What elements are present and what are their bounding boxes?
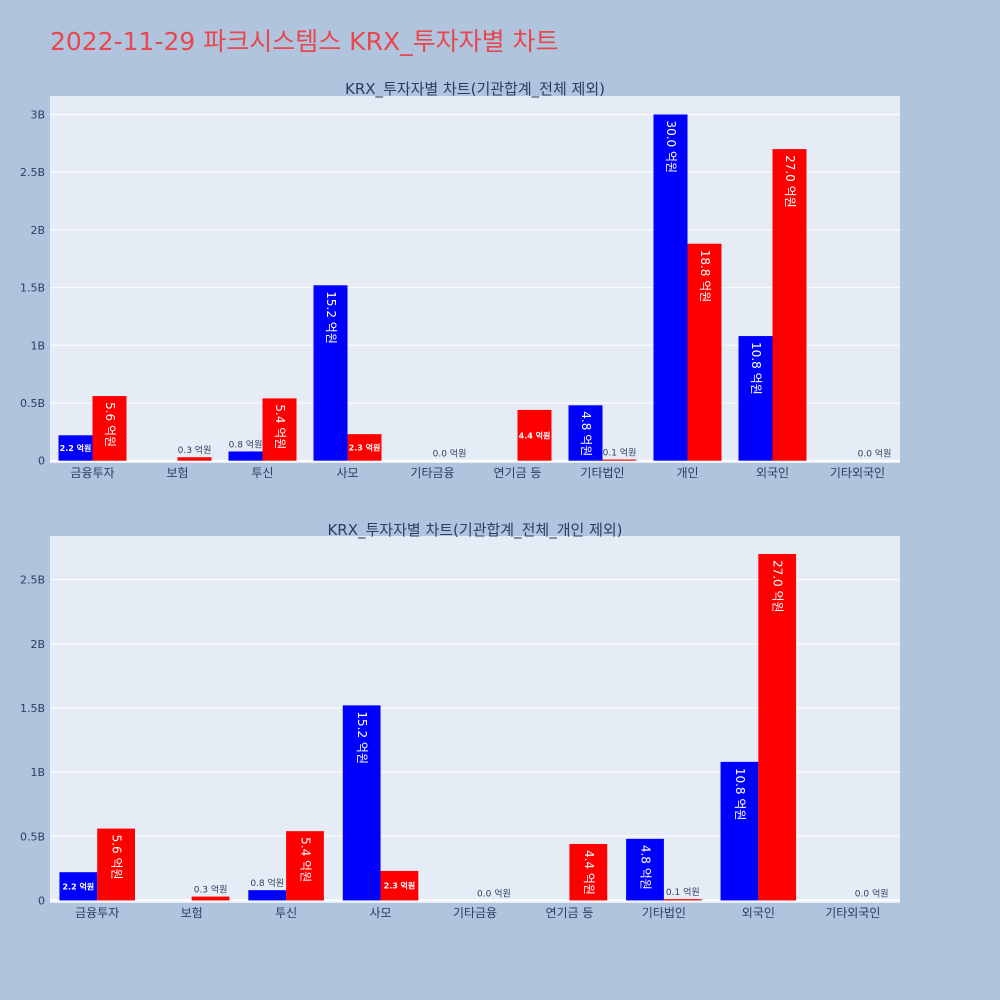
sell-bar xyxy=(347,434,382,461)
data-label: 27.0 억원 xyxy=(783,155,797,208)
y-tick-label: 0 xyxy=(38,455,45,468)
x-tick-label: 보험 xyxy=(166,466,188,480)
sell-bar xyxy=(92,396,127,461)
y-tick-label: 2B xyxy=(30,638,45,651)
data-label: 4.8 억원 xyxy=(579,411,593,456)
x-tick-label: 외국인 xyxy=(742,906,775,920)
data-label: 0.0 억원 xyxy=(858,448,892,460)
buy-bar xyxy=(228,451,263,461)
buy-bar xyxy=(58,435,93,461)
data-label: 4.4 억원 xyxy=(519,430,551,440)
x-tick-label: 금융투자 xyxy=(70,466,114,480)
chart-top: 0 0.5B 1B 1.5B 2B 2.5B 3B KRX_투자자별 차트(기관합계_전체 제… xyxy=(20,80,900,480)
data-label: 5.6 억원 xyxy=(110,835,124,880)
data-label: 0.0 억원 xyxy=(433,448,467,460)
data-label: 0.1 억원 xyxy=(666,886,700,898)
y-tick-label: 2B xyxy=(30,224,45,237)
data-label: 5.4 억원 xyxy=(273,404,287,449)
y-tick-label: 1B xyxy=(30,766,45,779)
data-label: 30.0 억원 xyxy=(664,120,678,173)
buy-bar xyxy=(626,838,664,901)
data-label: 2.3 억원 xyxy=(384,881,416,891)
x-tick-label: 기타금융 xyxy=(410,466,454,480)
buy-bar xyxy=(653,114,688,461)
x-tick-label: 기타외국인 xyxy=(825,906,880,920)
x-tick-label: 연기금 등 xyxy=(494,466,542,480)
sell-bar xyxy=(687,243,722,461)
data-label: 0.0 억원 xyxy=(855,887,889,899)
sell-bar xyxy=(286,831,324,901)
data-label: 18.8 억원 xyxy=(698,250,712,303)
sell-bar xyxy=(569,843,608,901)
y-tick-label: 2.5B xyxy=(20,574,45,587)
y-tick-label: 1B xyxy=(30,339,45,352)
y-tick-label: 0.5B xyxy=(20,397,45,410)
x-tick-label: 기타법인 xyxy=(642,906,686,920)
data-label: 27.0 억원 xyxy=(771,560,785,613)
y-tick-label: 1.5B xyxy=(20,702,45,715)
sell-bar xyxy=(663,899,702,901)
sell-bar xyxy=(772,149,807,461)
buy-bar xyxy=(342,705,381,901)
buy-bar xyxy=(248,890,287,901)
sell-bar xyxy=(262,398,297,461)
chart-title: KRX_투자자별 차트(기관합계_전체 제외) xyxy=(345,80,605,99)
buy-bar xyxy=(59,872,98,901)
data-label: 10.8 억원 xyxy=(733,768,747,821)
data-label: 0.3 억원 xyxy=(194,884,228,896)
sell-bar xyxy=(758,553,797,901)
x-tick-label: 기타외국인 xyxy=(830,466,885,480)
page-title: 2022-11-29 파크시스템스 KRX_투자자별 차트 xyxy=(50,27,559,56)
buy-bar xyxy=(738,336,773,461)
sell-bar xyxy=(177,457,212,461)
x-tick-label: 금융투자 xyxy=(75,906,119,920)
data-label: 2.2 억원 xyxy=(60,443,92,453)
x-tick-label: 기타금융 xyxy=(453,906,497,920)
data-label: 10.8 억원 xyxy=(749,342,763,395)
x-tick-label: 사모 xyxy=(370,906,392,920)
data-label: 4.4 억원 xyxy=(582,850,596,895)
data-label: 15.2 억원 xyxy=(355,711,369,764)
buy-bar xyxy=(313,285,348,461)
x-tick-label: 투신 xyxy=(275,906,297,920)
data-label: 2.2 억원 xyxy=(62,881,94,891)
data-label: 0.3 억원 xyxy=(178,444,212,456)
data-label: 5.6 억원 xyxy=(103,402,117,447)
data-label: 2.3 억원 xyxy=(349,442,381,452)
x-tick-label: 연기금 등 xyxy=(545,906,593,920)
y-tick-label: 0 xyxy=(38,894,45,907)
buy-bar xyxy=(720,761,759,901)
y-tick-label: 2.5B xyxy=(20,166,45,179)
sell-bar xyxy=(602,459,637,461)
chart-bottom: 0 0.5B 1B 1.5B 2B 2.5B KRX_투자자별 차트(기관합계_전체_개인 … xyxy=(20,521,900,920)
buy-bar xyxy=(568,405,603,461)
data-label: 4.8 억원 xyxy=(639,845,653,890)
sell-bar xyxy=(191,896,230,901)
y-tick-label: 3B xyxy=(30,108,45,121)
sell-bar xyxy=(517,409,552,461)
data-label: 5.4 억원 xyxy=(299,837,313,882)
data-label: 0.8 억원 xyxy=(229,438,263,450)
y-tick-label: 0.5B xyxy=(20,830,45,843)
x-tick-label: 사모 xyxy=(336,466,358,480)
x-tick-label: 개인 xyxy=(676,466,698,480)
data-label: 0.1 억원 xyxy=(603,447,637,459)
sell-bar xyxy=(97,828,135,901)
data-label: 0.8 억원 xyxy=(250,877,284,889)
sell-bar xyxy=(380,870,419,901)
x-tick-label: 투신 xyxy=(251,466,273,480)
x-tick-label: 기타법인 xyxy=(580,466,624,480)
y-tick-label: 1.5B xyxy=(20,282,45,295)
data-label: 0.0 억원 xyxy=(477,887,511,899)
chart-title: KRX_투자자별 차트(기관합계_전체_개인 제외) xyxy=(327,521,622,540)
data-label: 15.2 억원 xyxy=(324,291,338,344)
x-tick-label: 외국인 xyxy=(756,466,789,480)
x-tick-label: 보험 xyxy=(181,906,203,920)
